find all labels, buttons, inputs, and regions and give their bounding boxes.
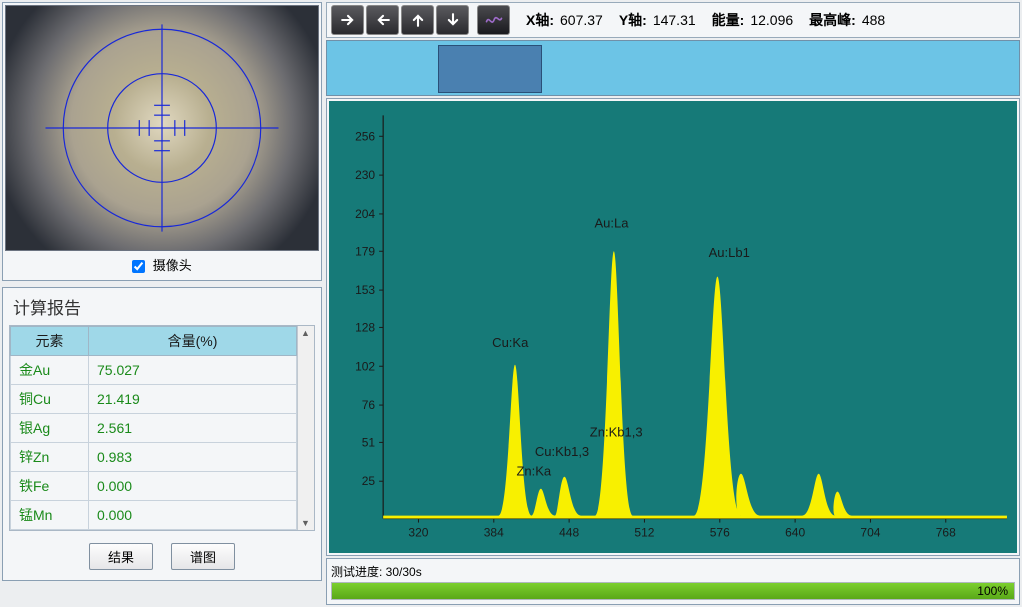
table-cell: 0.983 bbox=[89, 443, 297, 472]
arrow-down-icon[interactable] bbox=[436, 5, 469, 35]
progress-panel: 测试进度: 30/30s 100% bbox=[326, 558, 1020, 605]
wave-icon[interactable] bbox=[477, 5, 510, 35]
svg-text:51: 51 bbox=[362, 435, 376, 449]
camera-feed bbox=[5, 5, 319, 251]
peak-label: Au:Lb1 bbox=[709, 245, 750, 260]
spectrum-chart: 25 51 76 102 128 153 179 204 230 256 320 384 448 512 5… bbox=[326, 98, 1020, 556]
progress-percent: 100% bbox=[977, 584, 1008, 598]
table-header: 元素 bbox=[11, 327, 89, 356]
arrow-up-icon[interactable] bbox=[401, 5, 434, 35]
peak-label: Au:La bbox=[594, 215, 629, 230]
table-cell: 75.027 bbox=[89, 356, 297, 385]
table-row[interactable]: 锌Zn0.983 bbox=[11, 443, 297, 472]
camera-checkbox-label: 摄像头 bbox=[153, 258, 192, 273]
x-axis-value: 607.37 bbox=[560, 12, 603, 28]
table-row[interactable]: 银Ag2.561 bbox=[11, 414, 297, 443]
energy-value: 12.096 bbox=[750, 12, 793, 28]
energy-label: 能量: bbox=[712, 10, 745, 30]
report-table: 元素含量(%) 金Au75.027铜Cu21.419银Ag2.561锌Zn0.9… bbox=[10, 326, 297, 530]
table-row[interactable]: 锰Mn0.000 bbox=[11, 501, 297, 530]
table-row[interactable]: 铜Cu21.419 bbox=[11, 385, 297, 414]
y-axis-label: Y轴: bbox=[619, 10, 647, 30]
table-cell: 铜Cu bbox=[11, 385, 89, 414]
spectrum-button[interactable]: 谱图 bbox=[171, 543, 235, 570]
table-cell: 0.000 bbox=[89, 501, 297, 530]
table-cell: 金Au bbox=[11, 356, 89, 385]
svg-text:256: 256 bbox=[355, 129, 375, 143]
svg-text:102: 102 bbox=[355, 359, 375, 373]
svg-text:384: 384 bbox=[484, 526, 504, 540]
table-cell: 21.419 bbox=[89, 385, 297, 414]
table-row[interactable]: 铁Fe0.000 bbox=[11, 472, 297, 501]
camera-panel: 摄像头 bbox=[2, 2, 322, 281]
svg-text:448: 448 bbox=[559, 526, 579, 540]
table-cell: 锌Zn bbox=[11, 443, 89, 472]
svg-text:512: 512 bbox=[634, 526, 654, 540]
overview-strip[interactable] bbox=[326, 40, 1020, 96]
peak-label: Cu:Kb1,3 bbox=[535, 444, 589, 459]
x-axis-label: X轴: bbox=[526, 10, 554, 30]
arrow-right-icon[interactable] bbox=[331, 5, 364, 35]
progress-fill bbox=[332, 583, 1014, 599]
toolbar: X轴: 607.37 Y轴: 147.31 能量: 12.096 最高峰: 488 bbox=[326, 2, 1020, 38]
table-scrollbar[interactable] bbox=[297, 326, 314, 530]
crosshair-overlay bbox=[6, 6, 318, 250]
report-title: 计算报告 bbox=[9, 292, 315, 325]
table-header: 含量(%) bbox=[89, 327, 297, 356]
svg-text:153: 153 bbox=[355, 283, 375, 297]
svg-text:704: 704 bbox=[860, 526, 880, 540]
peak-label: 最高峰: bbox=[809, 10, 856, 30]
progress-bar: 100% bbox=[331, 582, 1015, 600]
peak-label: Zn:Ka bbox=[516, 463, 551, 478]
status-readout: X轴: 607.37 Y轴: 147.31 能量: 12.096 最高峰: 488 bbox=[526, 10, 895, 30]
table-cell: 锰Mn bbox=[11, 501, 89, 530]
svg-text:128: 128 bbox=[355, 320, 375, 334]
svg-text:576: 576 bbox=[710, 526, 730, 540]
svg-text:230: 230 bbox=[355, 168, 375, 182]
svg-text:320: 320 bbox=[408, 526, 428, 540]
arrow-left-icon[interactable] bbox=[366, 5, 399, 35]
y-axis-value: 147.31 bbox=[653, 12, 696, 28]
table-cell: 铁Fe bbox=[11, 472, 89, 501]
svg-text:76: 76 bbox=[362, 398, 376, 412]
result-button[interactable]: 结果 bbox=[89, 543, 153, 570]
progress-label: 测试进度: 30/30s bbox=[331, 563, 1015, 580]
svg-text:179: 179 bbox=[355, 244, 375, 258]
svg-text:204: 204 bbox=[355, 207, 375, 221]
table-cell: 银Ag bbox=[11, 414, 89, 443]
table-cell: 0.000 bbox=[89, 472, 297, 501]
table-cell: 2.561 bbox=[89, 414, 297, 443]
peak-label: Zn:Kb1,3 bbox=[590, 424, 643, 439]
report-panel: 计算报告 元素含量(%) 金Au75.027铜Cu21.419银Ag2.561锌… bbox=[2, 287, 322, 581]
svg-text:768: 768 bbox=[936, 526, 956, 540]
svg-text:640: 640 bbox=[785, 526, 805, 540]
camera-checkbox[interactable] bbox=[132, 260, 145, 273]
svg-text:25: 25 bbox=[362, 474, 376, 488]
table-row[interactable]: 金Au75.027 bbox=[11, 356, 297, 385]
peak-label: Cu:Ka bbox=[492, 335, 529, 350]
peak-value: 488 bbox=[862, 12, 885, 28]
